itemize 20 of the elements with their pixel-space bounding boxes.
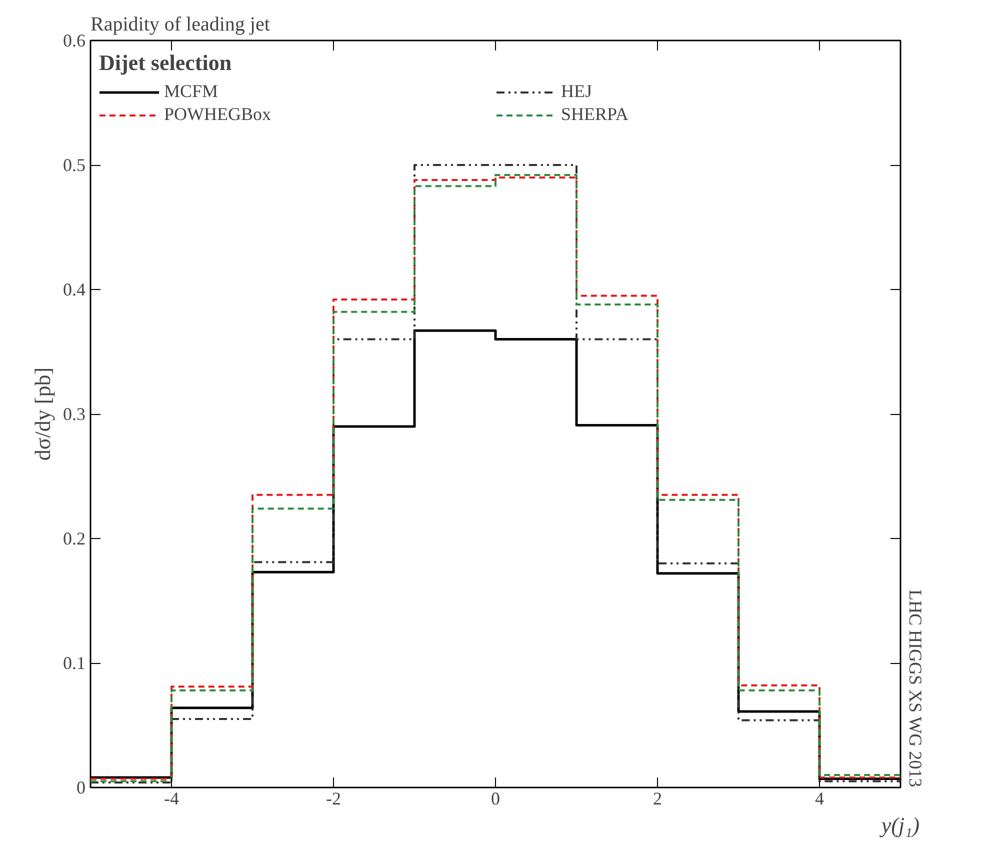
legend-label: MCFM [164,81,220,102]
legend-label: POWHEGBox [164,104,272,125]
x-axis-title: y(j₁) [879,812,920,838]
legend-label: SHERPA [561,104,630,125]
legend-title: Dijet selection [99,50,233,76]
text: LHC HIGGS XS WG 2013 [906,590,926,788]
y-tick-label: 0.2 [63,528,86,548]
y-tick-label: 0.6 [63,30,86,50]
y-axis-title: dσ/dy [pb] [30,367,55,461]
y-tick-label: 0.4 [63,280,86,300]
chart-title: Rapidity of leading jet [90,14,270,36]
y-tick-label: 0.5 [63,155,86,175]
x-tick-label: 4 [815,788,824,808]
x-tick-label: -4 [164,788,180,808]
x-tick-label: 0 [491,788,500,808]
y-tick-label: 0.3 [63,404,86,424]
x-tick-label: 2 [653,788,662,808]
legend-label: HEJ [561,81,593,102]
x-tick-label: -2 [326,788,342,808]
y-tick-label: 0.1 [63,653,86,673]
